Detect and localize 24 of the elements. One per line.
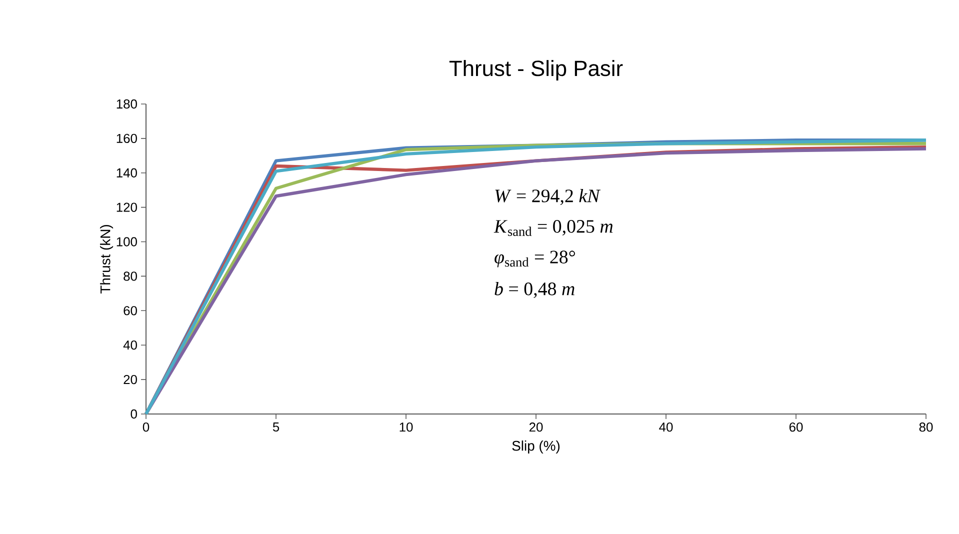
y-tick-label: 100	[116, 237, 137, 246]
x-tick-label: 20	[529, 422, 543, 432]
y-tick-label: 40	[123, 340, 137, 350]
x-tick-label: 80	[919, 422, 933, 432]
y-tick-label: 80	[124, 272, 137, 281]
annotation: φ$_{sand}$ = 28°	[494, 250, 575, 268]
chart-title: Thrust - Slip Pasir	[449, 60, 623, 80]
y-axis-title: Thrust (kN)	[100, 224, 114, 294]
annotation: b = 0,48 m	[494, 282, 574, 298]
y-tick-label: 180	[116, 99, 137, 109]
x-tick-label: 40	[659, 422, 673, 432]
y-tick-label: 60	[124, 306, 137, 316]
x-axis-title: Slip (%)	[512, 440, 560, 454]
y-tick-label: 160	[116, 134, 137, 144]
annotation: K$_{sand}$ = 0,025 m	[494, 220, 613, 236]
y-tick-label: 0	[130, 409, 137, 419]
x-tick-label: 0	[142, 422, 150, 432]
y-tick-label: 140	[116, 168, 137, 178]
x-tick-label: 5	[272, 422, 280, 432]
y-tick-label: 120	[116, 202, 137, 212]
x-tick-label: 60	[789, 422, 803, 432]
x-tick-label: 10	[400, 422, 413, 432]
annotation: W = 294,2 kN	[495, 188, 601, 206]
y-tick-label: 20	[124, 374, 137, 384]
